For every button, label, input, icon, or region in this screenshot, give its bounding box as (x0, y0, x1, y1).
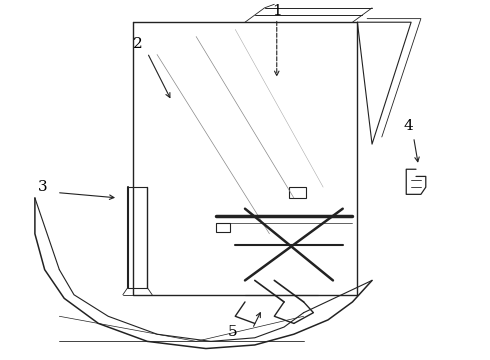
Bar (216, 223, 230, 232)
Bar (289, 187, 306, 198)
Text: 2: 2 (133, 37, 143, 51)
Text: 1: 1 (272, 4, 282, 18)
Text: 3: 3 (37, 180, 47, 194)
Text: 5: 5 (228, 325, 238, 339)
Text: 4: 4 (404, 119, 414, 133)
